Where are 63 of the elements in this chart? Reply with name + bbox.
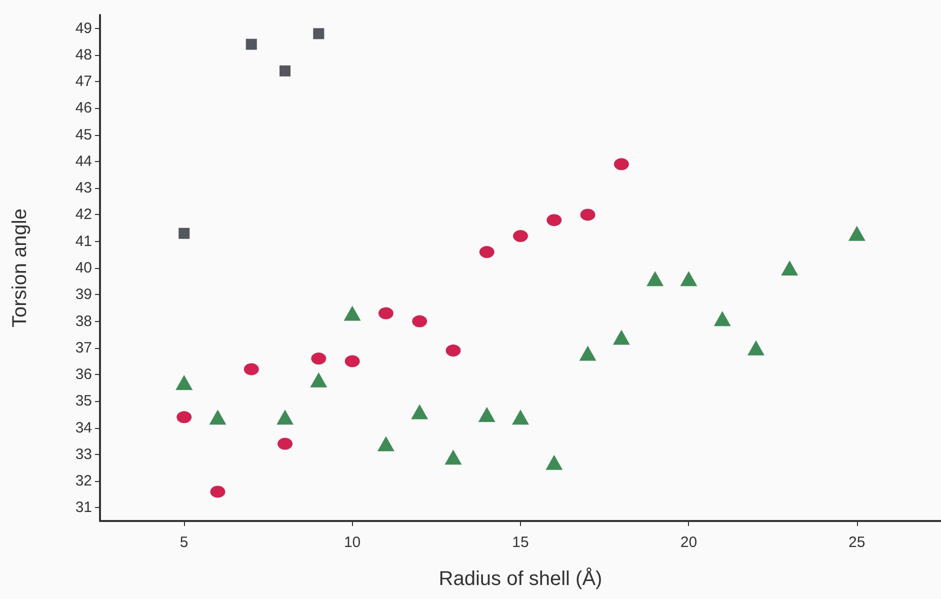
point (412, 315, 428, 328)
y-tick-label: 32 (75, 472, 92, 490)
point (446, 344, 461, 357)
point (311, 352, 326, 365)
point (646, 271, 664, 286)
point (244, 363, 259, 376)
point (546, 454, 563, 470)
y-tick-label: 34 (75, 419, 92, 436)
y-tick-label: 49 (75, 20, 92, 37)
x-tick-label: 5 (180, 534, 188, 551)
x-tick-label: 10 (344, 534, 361, 551)
point (479, 246, 494, 258)
y-tick-label: 33 (75, 446, 92, 463)
point (444, 450, 462, 465)
point (848, 226, 866, 241)
y-tick-label: 31 (75, 499, 92, 516)
point (246, 38, 257, 50)
y-tick-label: 47 (75, 73, 92, 90)
y-tick-label: 35 (75, 392, 92, 410)
point (747, 340, 764, 356)
y-tick-label: 44 (75, 152, 92, 170)
y-tick-label: 40 (75, 260, 92, 276)
y-tick-label: 39 (75, 286, 92, 304)
y-tick-label: 48 (75, 46, 92, 64)
y-tick-label: 43 (75, 180, 92, 197)
x-axis-title: Radius of shell (Å) (438, 567, 602, 590)
y-tick-label: 38 (75, 312, 92, 330)
point (714, 311, 731, 326)
point (344, 306, 361, 321)
point (280, 65, 291, 76)
y-tick-label: 41 (75, 232, 92, 250)
point (513, 230, 528, 242)
point (276, 410, 294, 425)
point (344, 355, 360, 368)
point (278, 438, 293, 450)
point (781, 260, 798, 276)
point (411, 404, 428, 420)
y-axis-title: Torsion angle (9, 208, 31, 328)
y-tick-label: 45 (75, 126, 92, 144)
y-tick-label: 42 (75, 206, 92, 224)
y-tick-label: 36 (75, 366, 92, 384)
point (377, 436, 394, 452)
point (612, 330, 630, 345)
point (176, 375, 193, 390)
point (178, 228, 190, 239)
y-tick-label: 46 (75, 100, 92, 117)
point (378, 307, 394, 320)
y-tick-label: 37 (75, 339, 92, 356)
point (310, 372, 328, 388)
point (210, 486, 226, 498)
x-tick-label: 25 (848, 534, 866, 551)
point (478, 406, 496, 422)
point (546, 214, 562, 226)
point (209, 410, 226, 425)
x-tick-label: 15 (512, 534, 529, 551)
point (614, 158, 629, 170)
point (512, 410, 529, 425)
point (680, 271, 698, 286)
x-tick-label: 20 (680, 534, 698, 551)
point (580, 208, 596, 221)
point (579, 346, 596, 361)
point (176, 411, 192, 424)
point (313, 28, 324, 40)
